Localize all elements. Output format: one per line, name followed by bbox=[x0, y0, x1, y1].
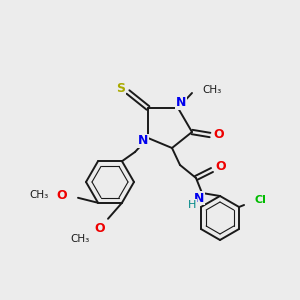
Text: O: O bbox=[95, 222, 105, 235]
Text: CH₃: CH₃ bbox=[30, 190, 49, 200]
Text: N: N bbox=[176, 97, 186, 110]
Text: N: N bbox=[194, 191, 204, 205]
Text: Cl: Cl bbox=[254, 195, 266, 205]
Text: O: O bbox=[216, 160, 226, 173]
Text: S: S bbox=[116, 82, 125, 94]
Text: O: O bbox=[214, 128, 224, 140]
Text: CH₃: CH₃ bbox=[202, 85, 221, 95]
Text: O: O bbox=[57, 189, 67, 202]
Text: N: N bbox=[138, 134, 148, 148]
Text: H: H bbox=[188, 200, 196, 210]
Text: CH₃: CH₃ bbox=[71, 234, 90, 244]
